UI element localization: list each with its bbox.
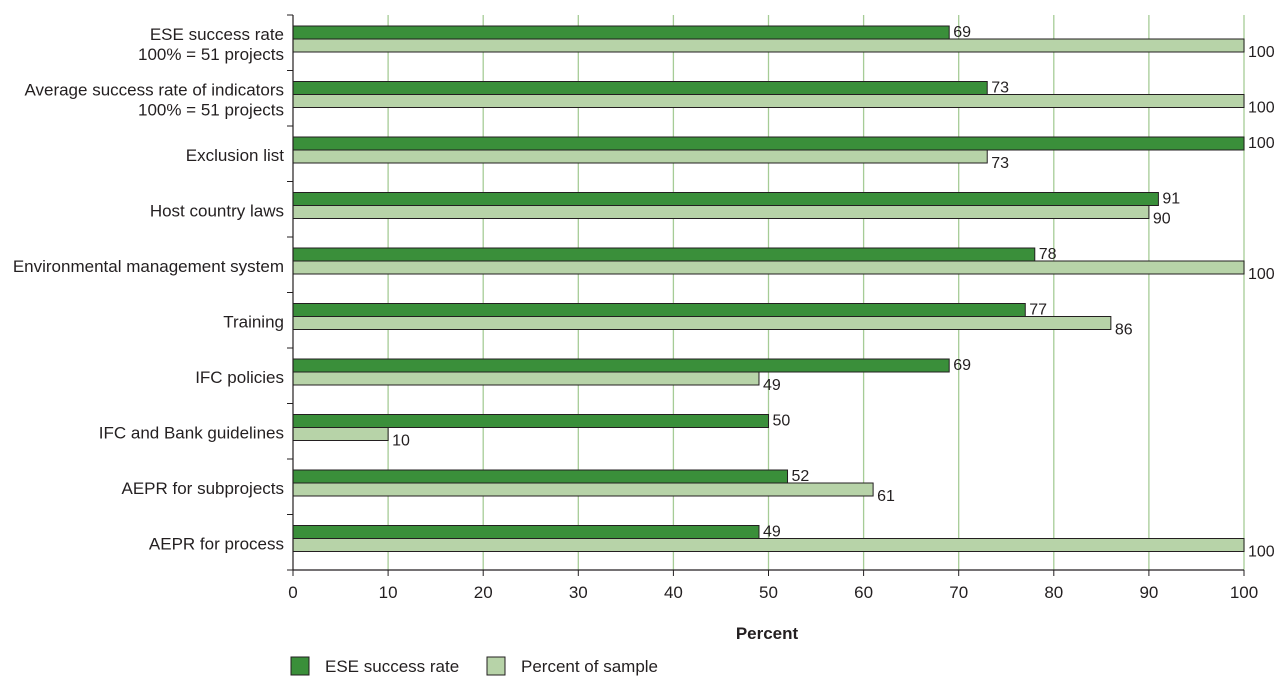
legend-swatch-percent-of-sample xyxy=(486,656,506,676)
legend-swatch-ese-success-rate xyxy=(290,656,310,676)
category-label-4: Environmental management system xyxy=(13,257,284,276)
value-label-percent-of-sample-8: 61 xyxy=(877,488,895,505)
value-label-ese-success-rate-4: 78 xyxy=(1039,246,1057,263)
x-tick-label-80: 80 xyxy=(1044,583,1063,602)
x-tick-label-70: 70 xyxy=(949,583,968,602)
bar-ese-success-rate-6 xyxy=(292,358,950,373)
value-label-ese-success-rate-2: 100 xyxy=(1248,135,1275,152)
value-label-percent-of-sample-6: 49 xyxy=(763,377,781,394)
bar-percent-of-sample-7 xyxy=(292,427,389,441)
category-label-5: Training xyxy=(223,312,284,331)
bar-ese-success-rate-8 xyxy=(292,469,789,484)
value-label-ese-success-rate-5: 77 xyxy=(1029,302,1047,319)
bar-ese-success-rate-2 xyxy=(292,136,1245,151)
category-label-3: Host country laws xyxy=(150,201,284,220)
value-label-percent-of-sample-3: 90 xyxy=(1153,211,1171,228)
value-label-ese-success-rate-0: 69 xyxy=(953,24,971,41)
value-label-ese-success-rate-9: 49 xyxy=(763,524,781,541)
category-label-7: IFC and Bank guidelines xyxy=(99,423,284,442)
category-label-1-line-0: Average success rate of indicators xyxy=(24,80,284,99)
x-axis-title: Percent xyxy=(736,624,799,643)
value-label-percent-of-sample-0: 100 xyxy=(1248,44,1275,61)
value-label-percent-of-sample-1: 100 xyxy=(1248,100,1275,117)
bar-ese-success-rate-9 xyxy=(292,525,760,539)
category-label-1-line-1: 100% = 51 projects xyxy=(138,100,284,119)
bar-percent-of-sample-1 xyxy=(292,94,1245,108)
value-label-percent-of-sample-5: 86 xyxy=(1115,322,1133,339)
legend-label-ese-success-rate: ESE success rate xyxy=(325,657,459,676)
bar-percent-of-sample-8 xyxy=(292,482,874,497)
bar-ese-success-rate-0 xyxy=(292,25,950,40)
x-tick-label-50: 50 xyxy=(759,583,778,602)
value-label-percent-of-sample-9: 100 xyxy=(1248,544,1275,561)
bar-ese-success-rate-3 xyxy=(292,192,1159,206)
value-label-ese-success-rate-6: 69 xyxy=(953,357,971,374)
x-tick-label-30: 30 xyxy=(569,583,588,602)
bar-percent-of-sample-6 xyxy=(292,371,760,386)
bar-ese-success-rate-1 xyxy=(292,81,988,95)
x-tick-label-40: 40 xyxy=(664,583,683,602)
value-label-percent-of-sample-4: 100 xyxy=(1248,266,1275,283)
bar-ese-success-rate-4 xyxy=(292,247,1036,262)
value-label-ese-success-rate-3: 91 xyxy=(1162,191,1180,208)
bar-percent-of-sample-4 xyxy=(292,260,1245,275)
x-tick-label-0: 0 xyxy=(288,583,297,602)
x-tick-label-60: 60 xyxy=(854,583,873,602)
value-label-percent-of-sample-7: 10 xyxy=(392,433,410,450)
bar-percent-of-sample-5 xyxy=(292,316,1112,330)
bar-percent-of-sample-2 xyxy=(292,149,988,164)
bar-ese-success-rate-7 xyxy=(292,414,769,428)
category-label-0-line-0: ESE success rate xyxy=(150,25,284,44)
category-label-2: Exclusion list xyxy=(186,146,285,165)
x-tick-label-90: 90 xyxy=(1139,583,1158,602)
value-label-ese-success-rate-8: 52 xyxy=(792,468,810,485)
bar-ese-success-rate-5 xyxy=(292,303,1026,317)
value-label-percent-of-sample-2: 73 xyxy=(991,155,1009,172)
legend-label-percent-of-sample: Percent of sample xyxy=(521,657,658,676)
x-tick-label-10: 10 xyxy=(379,583,398,602)
x-tick-label-20: 20 xyxy=(474,583,493,602)
category-label-9: AEPR for process xyxy=(149,534,284,553)
legend: ESE success rate Percent of sample xyxy=(290,656,658,676)
value-label-ese-success-rate-1: 73 xyxy=(991,80,1009,97)
category-label-8: AEPR for subprojects xyxy=(121,479,284,498)
category-label-6: IFC policies xyxy=(195,368,284,387)
axes xyxy=(287,14,1245,576)
bar-percent-of-sample-0 xyxy=(292,38,1245,53)
bar-percent-of-sample-3 xyxy=(292,205,1150,219)
x-tick-label-100: 100 xyxy=(1230,583,1258,602)
value-label-ese-success-rate-7: 50 xyxy=(773,413,791,430)
bars xyxy=(292,25,1245,552)
category-label-0-line-1: 100% = 51 projects xyxy=(138,45,284,64)
